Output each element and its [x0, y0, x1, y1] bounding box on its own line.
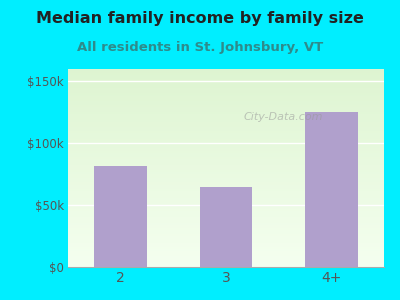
Text: Median family income by family size: Median family income by family size: [36, 11, 364, 26]
Bar: [200, 187, 252, 267]
Text: City-Data.com: City-Data.com: [243, 112, 323, 122]
Bar: [305, 112, 358, 267]
Bar: [94, 166, 147, 267]
Text: All residents in St. Johnsbury, VT: All residents in St. Johnsbury, VT: [77, 40, 323, 53]
